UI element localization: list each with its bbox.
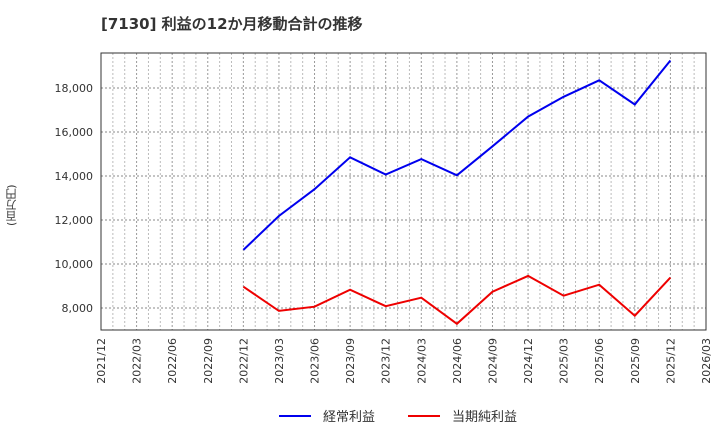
- x-tick-label: 2021/12: [95, 338, 108, 384]
- x-tick-label: 2023/09: [344, 338, 357, 384]
- y-tick-label: 10,000: [55, 258, 94, 271]
- x-tick-label: 2022/12: [237, 338, 250, 384]
- x-tick-label: 2024/03: [415, 338, 428, 384]
- x-tick-label: 2024/12: [522, 338, 535, 384]
- y-tick-label: 16,000: [55, 126, 94, 139]
- legend-swatch-red: [408, 414, 440, 417]
- x-tick-label: 2023/03: [273, 338, 286, 384]
- series-ordinary-profit-line: [242, 59, 672, 251]
- x-tick-label: 2023/06: [309, 338, 322, 384]
- legend-item-ordinary-profit: 経常利益: [279, 406, 375, 425]
- y-tick-label: 14,000: [55, 170, 94, 183]
- x-tick-label: 2025/12: [664, 338, 677, 384]
- x-tick-label: 2025/09: [629, 338, 642, 384]
- x-tick-label: 2026/03: [700, 338, 713, 384]
- x-tick-label: 2022/06: [166, 338, 179, 384]
- y-tick-label: 12,000: [55, 214, 94, 227]
- legend-item-net-income: 当期純利益: [408, 406, 517, 425]
- x-tick-label: 2022/03: [131, 338, 144, 384]
- x-tick-label: 2022/09: [202, 338, 215, 384]
- y-tick-label: 8,000: [62, 302, 94, 315]
- x-tick-label: 2023/12: [380, 338, 393, 384]
- chart-title: [7130] 利益の12か月移動合計の推移: [101, 15, 363, 33]
- series-net-income-line: [242, 274, 672, 326]
- legend-swatch-blue: [279, 414, 311, 417]
- x-tick-label: 2024/09: [486, 338, 499, 384]
- x-tick-label: 2025/06: [593, 338, 606, 384]
- y-tick-label: 18,000: [55, 82, 94, 95]
- x-tick-label: 2024/06: [451, 338, 464, 384]
- legend-label: 経常利益: [323, 410, 376, 425]
- legend-label: 当期純利益: [452, 410, 518, 425]
- x-tick-label: 2025/03: [558, 338, 571, 384]
